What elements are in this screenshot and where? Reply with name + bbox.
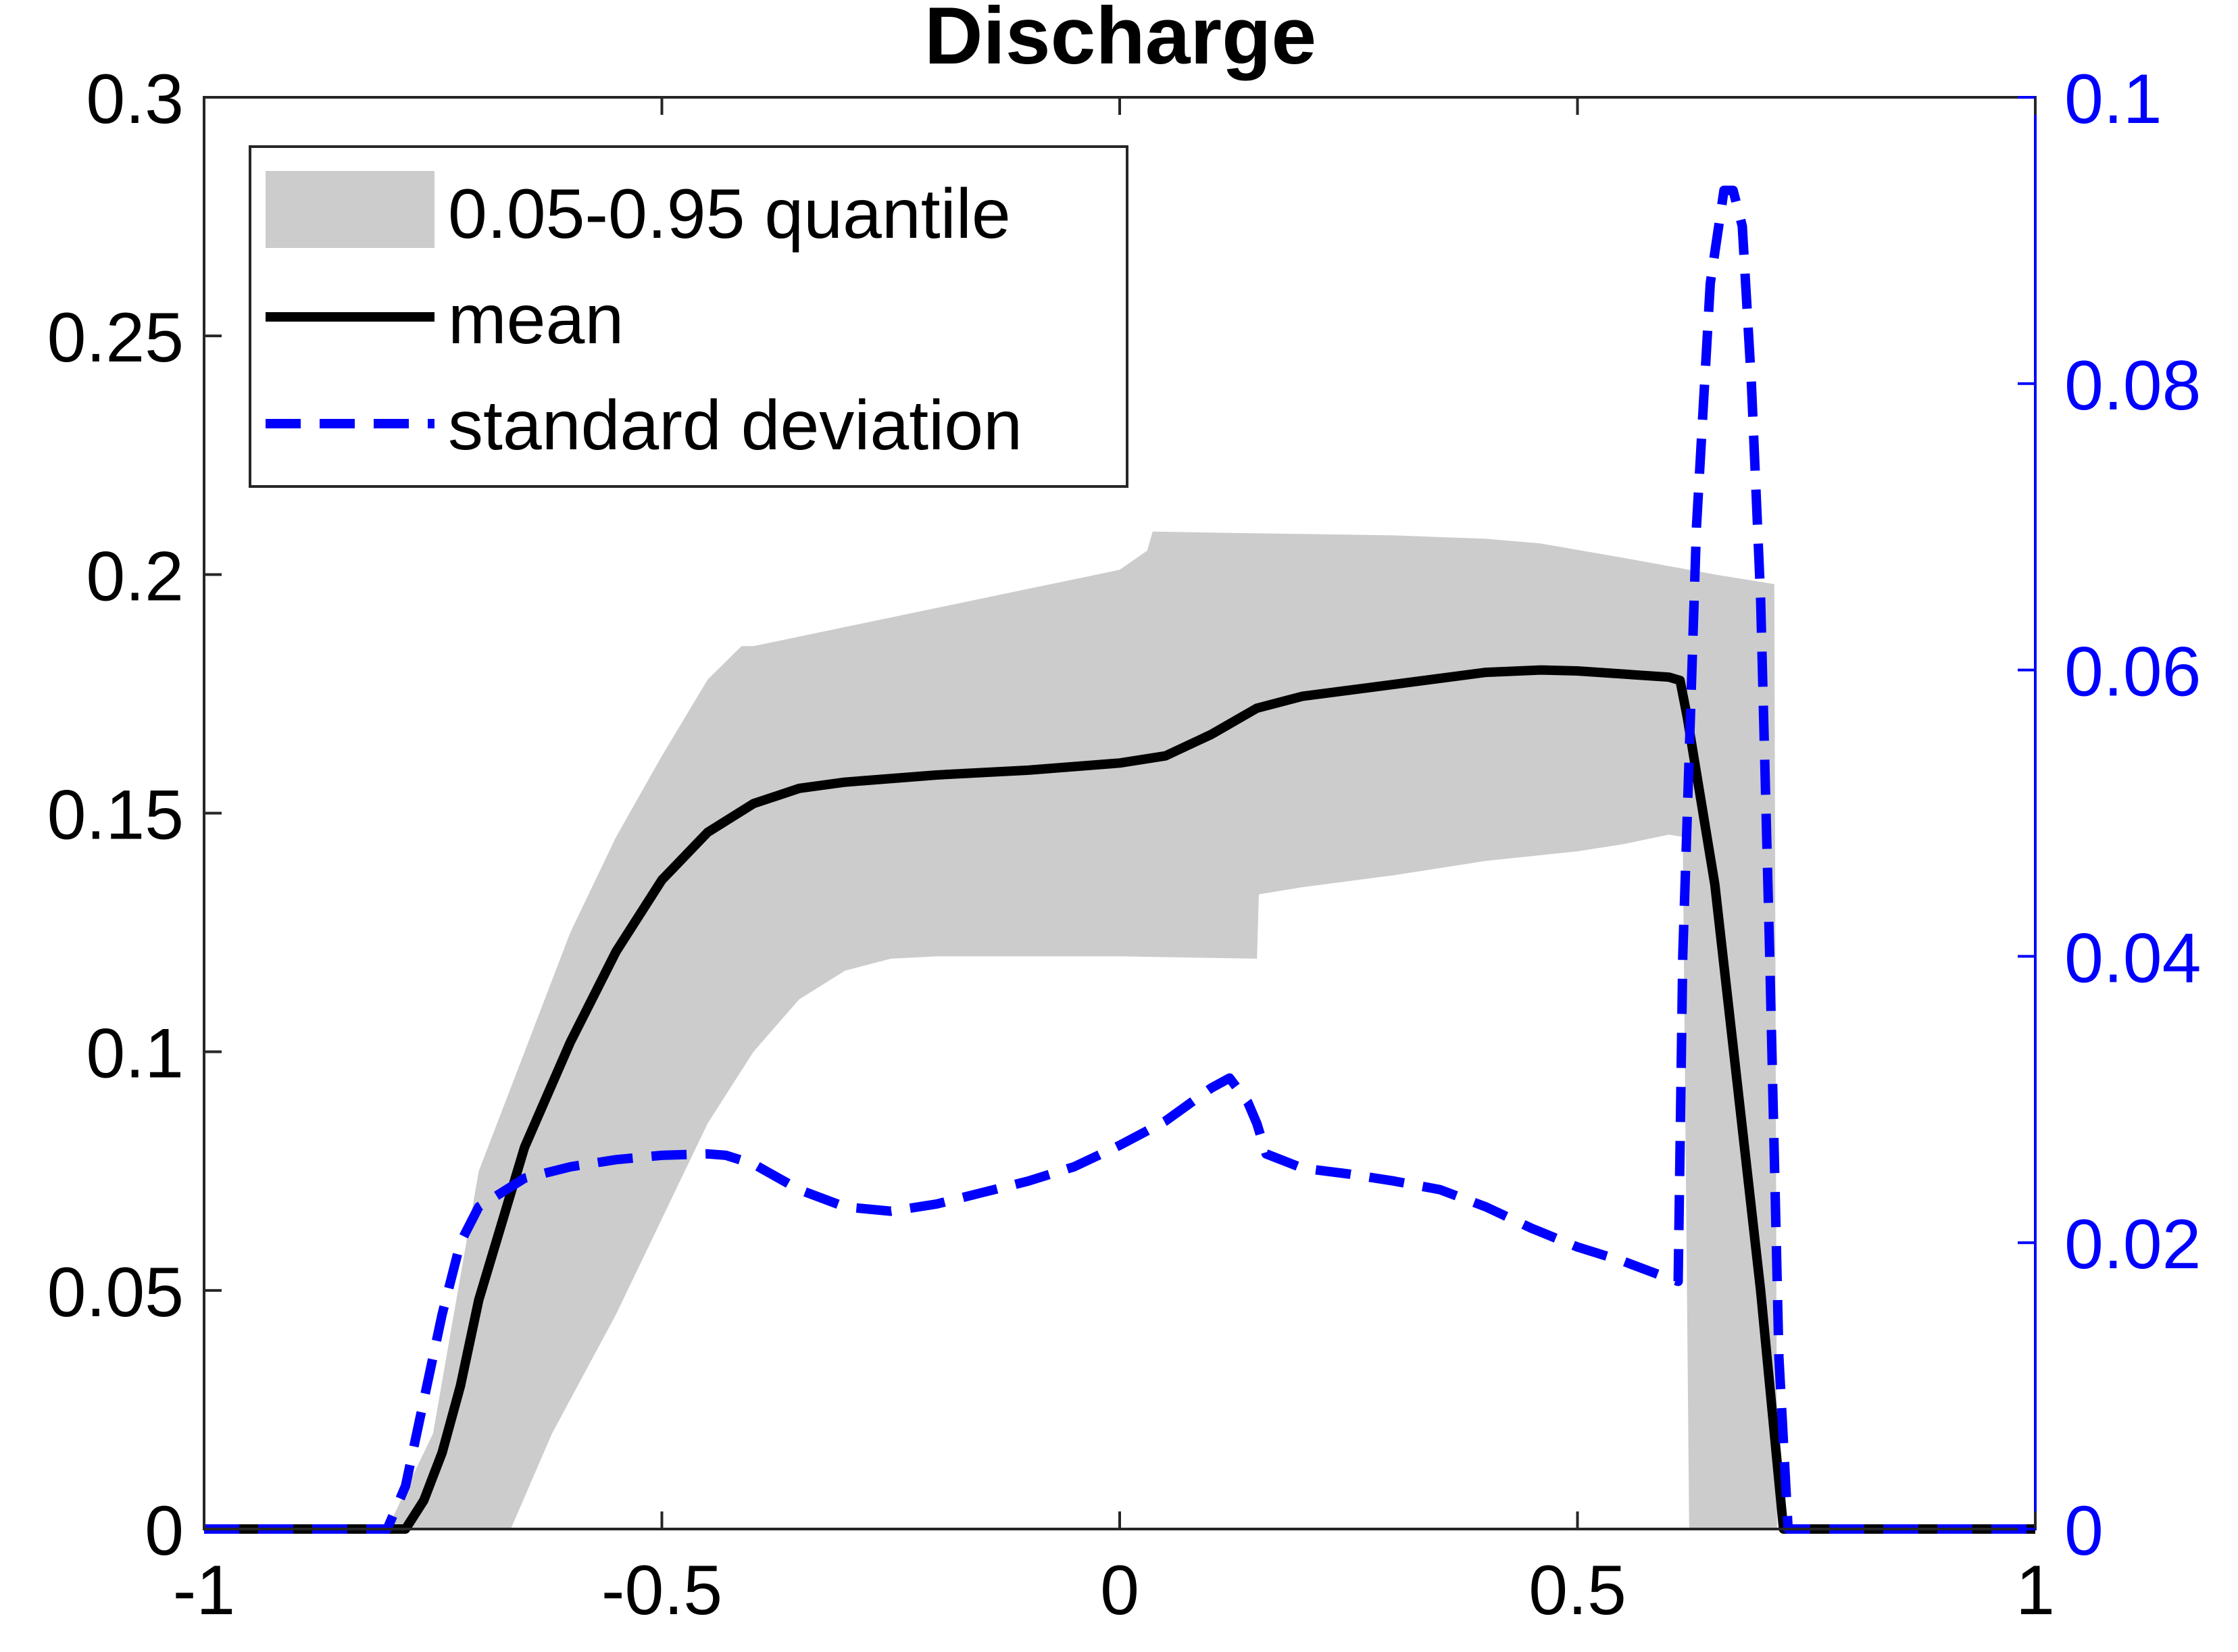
y-right-tick-label: 0.1 bbox=[2064, 60, 2162, 139]
legend-label-mean: mean bbox=[448, 280, 624, 359]
y-left-tick-label: 0.2 bbox=[86, 537, 184, 616]
axes: -1 -0.5 0 0.5 100.050.10.150.20.250.300.020.… bbox=[47, 60, 2202, 1630]
y-left-tick-label: 0.05 bbox=[47, 1253, 184, 1332]
legend: 0.05-0.95 quantile mean standard deviati… bbox=[249, 145, 1128, 488]
plot-area bbox=[204, 185, 2035, 1534]
x-tick-label: -1 bbox=[173, 1551, 235, 1630]
std-line bbox=[204, 185, 2035, 1534]
y-left-tick-label: 0.15 bbox=[47, 776, 184, 855]
x-tick-label: 1 bbox=[2016, 1551, 2055, 1630]
x-tick-label: 0.5 bbox=[1528, 1551, 1626, 1630]
x-tick-label: -0.5 bbox=[601, 1551, 722, 1630]
y-right-tick-label: 0.06 bbox=[2064, 633, 2201, 711]
y-left-tick-label: 0.25 bbox=[47, 299, 184, 377]
y-right-tick-label: 0.04 bbox=[2064, 919, 2201, 997]
y-left-tick-label: 0 bbox=[145, 1492, 184, 1570]
y-right-tick-label: 0.02 bbox=[2064, 1205, 2201, 1284]
y-left-tick-label: 0.1 bbox=[86, 1015, 184, 1093]
chart-title: Discharge bbox=[924, 0, 1316, 81]
y-right-tick-label: 0.08 bbox=[2064, 347, 2201, 425]
mean-line bbox=[204, 665, 2035, 1534]
legend-label-band: 0.05-0.95 quantile bbox=[448, 175, 1011, 253]
legend-label-std: standard deviation bbox=[448, 386, 1022, 465]
legend-swatch-band bbox=[266, 171, 434, 248]
y-left-tick-label: 0.3 bbox=[86, 60, 184, 139]
x-tick-label: 0 bbox=[1100, 1551, 1139, 1630]
quantile-band bbox=[387, 531, 1777, 1529]
y-right-tick-label: 0 bbox=[2064, 1492, 2104, 1570]
